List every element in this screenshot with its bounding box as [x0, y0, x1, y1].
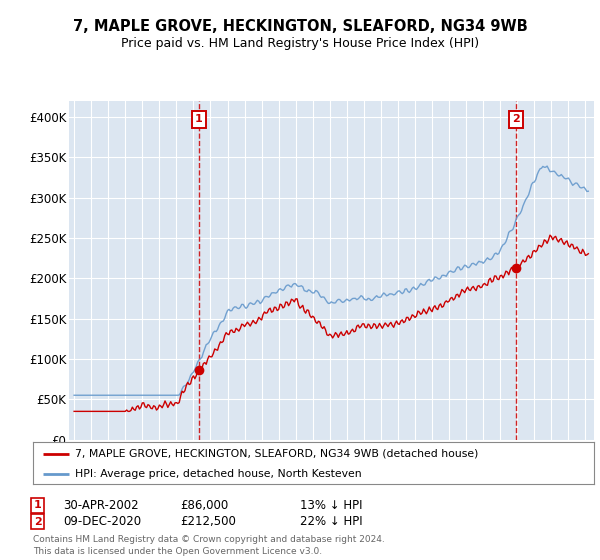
Text: 1: 1	[34, 500, 41, 510]
Text: Price paid vs. HM Land Registry's House Price Index (HPI): Price paid vs. HM Land Registry's House …	[121, 36, 479, 50]
Text: Contains HM Land Registry data © Crown copyright and database right 2024.
This d: Contains HM Land Registry data © Crown c…	[33, 535, 385, 556]
Text: 30-APR-2002: 30-APR-2002	[63, 498, 139, 512]
Text: 13% ↓ HPI: 13% ↓ HPI	[300, 498, 362, 512]
Text: 09-DEC-2020: 09-DEC-2020	[63, 515, 141, 529]
Text: £86,000: £86,000	[180, 498, 228, 512]
Text: 22% ↓ HPI: 22% ↓ HPI	[300, 515, 362, 529]
Text: 7, MAPLE GROVE, HECKINGTON, SLEAFORD, NG34 9WB (detached house): 7, MAPLE GROVE, HECKINGTON, SLEAFORD, NG…	[75, 449, 478, 459]
Text: 2: 2	[34, 517, 41, 527]
Text: 7, MAPLE GROVE, HECKINGTON, SLEAFORD, NG34 9WB: 7, MAPLE GROVE, HECKINGTON, SLEAFORD, NG…	[73, 20, 527, 34]
Text: £212,500: £212,500	[180, 515, 236, 529]
Text: 2: 2	[512, 114, 520, 124]
Text: 1: 1	[195, 114, 203, 124]
Text: HPI: Average price, detached house, North Kesteven: HPI: Average price, detached house, Nort…	[75, 469, 362, 479]
